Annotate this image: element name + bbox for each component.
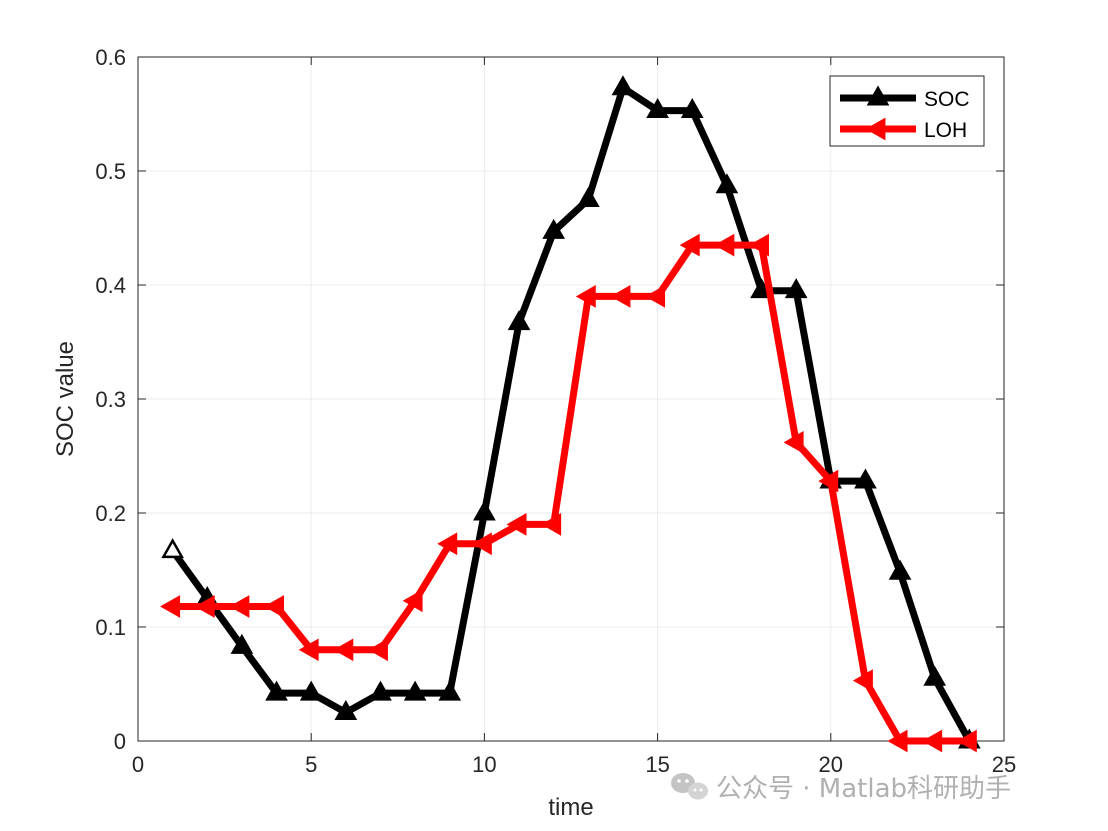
legend-item-soc: SOC bbox=[840, 85, 970, 111]
data-point-loh bbox=[956, 729, 977, 753]
y-tick-label: 0 bbox=[114, 729, 126, 754]
data-point-soc bbox=[438, 680, 462, 701]
data-point-soc bbox=[576, 186, 600, 207]
y-tick-label: 0.3 bbox=[95, 387, 126, 412]
data-point-loh bbox=[506, 513, 527, 536]
data-point-soc bbox=[784, 278, 808, 299]
data-point-loh bbox=[783, 430, 804, 454]
data-point-loh bbox=[471, 532, 492, 556]
data-point-loh bbox=[264, 595, 285, 618]
wechat-icon bbox=[671, 773, 708, 800]
data-point-soc bbox=[542, 218, 566, 239]
x-tick-label: 25 bbox=[992, 752, 1016, 777]
data-point-loh bbox=[402, 589, 423, 613]
data-point-soc bbox=[611, 75, 635, 96]
data-point-soc bbox=[646, 98, 669, 119]
data-point-loh bbox=[298, 638, 319, 662]
x-axis-label: time bbox=[548, 794, 593, 821]
x-tick-label: 5 bbox=[305, 752, 317, 777]
x-tick-label: 10 bbox=[472, 752, 496, 777]
legend-marker bbox=[865, 117, 886, 141]
data-point-loh bbox=[367, 638, 388, 662]
legend-label: LOH bbox=[924, 119, 967, 142]
data-point-loh bbox=[645, 285, 666, 308]
data-point-loh bbox=[887, 729, 908, 753]
y-axis-label: SOC value bbox=[52, 341, 79, 457]
legend-marker bbox=[866, 85, 890, 106]
data-point-soc bbox=[403, 680, 427, 701]
legend-label: SOC bbox=[924, 88, 970, 111]
series-loh bbox=[160, 233, 977, 753]
watermark: 公众号 · Matlab科研助手 bbox=[671, 773, 1011, 804]
data-point-soc bbox=[265, 680, 288, 701]
y-tick-label: 0.1 bbox=[95, 615, 126, 640]
data-point-loh bbox=[229, 595, 250, 618]
data-point-loh bbox=[160, 595, 181, 618]
data-point-loh bbox=[333, 638, 354, 662]
x-axis-ticks: 0 5 10 15 20 25 bbox=[132, 57, 1016, 777]
y-axis-ticks: 0 0.1 0.2 0.3 0.4 0.5 0.6 bbox=[95, 45, 1004, 754]
legend-box bbox=[829, 75, 985, 147]
data-point-soc bbox=[369, 680, 392, 701]
data-point-soc bbox=[161, 538, 184, 559]
data-point-soc bbox=[680, 98, 704, 119]
watermark-text: 公众号 · Matlab科研助手 bbox=[716, 774, 1011, 804]
data-point-soc bbox=[715, 173, 739, 194]
data-point-soc bbox=[473, 500, 496, 521]
data-point-loh bbox=[437, 532, 458, 556]
y-tick-label: 0.6 bbox=[95, 45, 126, 70]
data-point-soc bbox=[854, 468, 877, 489]
data-point-loh bbox=[714, 233, 735, 257]
data-point-loh bbox=[610, 285, 631, 308]
legend: SOC LOH bbox=[829, 75, 985, 147]
data-point-loh bbox=[818, 469, 839, 493]
data-point-loh bbox=[679, 233, 700, 257]
y-tick-label: 0.4 bbox=[95, 273, 126, 298]
data-point-loh bbox=[748, 233, 769, 257]
data-point-loh bbox=[575, 285, 596, 308]
data-point-soc bbox=[334, 699, 358, 720]
data-point-soc bbox=[230, 633, 254, 654]
legend-item-loh: LOH bbox=[840, 117, 967, 142]
y-tick-label: 0.2 bbox=[95, 501, 126, 526]
data-point-loh bbox=[922, 729, 943, 753]
x-tick-label: 15 bbox=[645, 752, 669, 777]
data-point-loh bbox=[541, 513, 562, 536]
data-point-soc bbox=[888, 559, 912, 580]
data-point-soc bbox=[507, 310, 531, 331]
data-point-soc bbox=[299, 680, 323, 701]
x-tick-label: 20 bbox=[819, 752, 843, 777]
data-point-soc bbox=[923, 665, 947, 686]
data-point-loh bbox=[852, 669, 873, 692]
data-series bbox=[160, 75, 981, 753]
data-point-loh bbox=[194, 595, 215, 618]
y-tick-label: 0.5 bbox=[95, 159, 126, 184]
series-line-loh bbox=[169, 241, 973, 745]
x-tick-label: 0 bbox=[132, 752, 144, 777]
